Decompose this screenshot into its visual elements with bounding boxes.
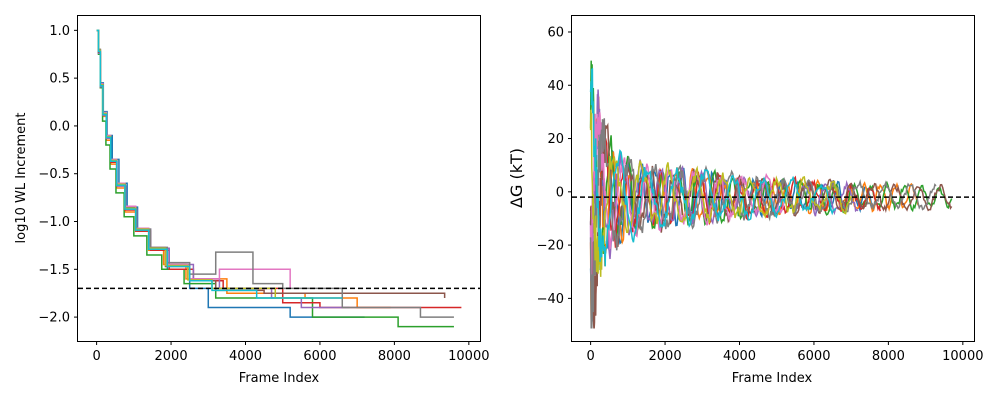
- y-tick-label: 60: [547, 25, 564, 40]
- y-tick-label: 1.0: [49, 24, 70, 39]
- y-tick-label: −40: [537, 292, 564, 307]
- left-plot-area: [78, 29, 480, 328]
- right-axes-frame: [571, 15, 975, 342]
- x-tick-label: 0: [586, 349, 594, 364]
- y-tick-label: −1.5: [38, 263, 70, 278]
- series-line: [96, 29, 343, 299]
- y-tick-label: 20: [547, 132, 564, 147]
- x-tick-label: 10000: [448, 349, 489, 364]
- right-series-group: [589, 60, 953, 329]
- x-tick-label: 8000: [872, 349, 905, 364]
- right-x-axis-label: Frame Index: [732, 371, 813, 386]
- right-x-ticks: 0 2000 4000 6000 8000 10000: [586, 341, 984, 364]
- left-series-group: [96, 29, 462, 328]
- right-chart: 0 2000 4000 6000 8000 10000 −40 −20 0 20 40 60 Fra…: [507, 15, 984, 386]
- series-line: [589, 112, 785, 284]
- x-tick-label: 8000: [378, 349, 411, 364]
- x-tick-label: 0: [92, 349, 100, 364]
- y-tick-label: −20: [537, 239, 564, 254]
- y-tick-label: −2.0: [38, 311, 70, 326]
- x-tick-label: 2000: [649, 349, 682, 364]
- x-tick-label: 6000: [303, 349, 336, 364]
- y-tick-label: −1.0: [38, 215, 70, 230]
- x-tick-label: 2000: [155, 349, 188, 364]
- right-y-ticks: −40 −20 0 20 40 60: [537, 25, 572, 307]
- x-tick-label: 6000: [797, 349, 830, 364]
- y-tick-label: 0: [556, 185, 564, 200]
- left-y-ticks: −2.0 −1.5 −1.0 −0.5 0.0 0.5 1.0: [38, 24, 78, 326]
- left-x-axis-label: Frame Index: [239, 371, 320, 386]
- left-y-axis-label: log10 WL Increment: [14, 113, 29, 244]
- x-tick-label: 4000: [723, 349, 756, 364]
- series-line: [589, 68, 837, 267]
- y-tick-label: 0.0: [49, 119, 70, 134]
- series-line: [589, 118, 937, 329]
- x-tick-label: 10000: [942, 349, 983, 364]
- x-tick-label: 4000: [229, 349, 262, 364]
- left-axes-frame: [77, 15, 481, 342]
- y-tick-label: −0.5: [38, 167, 70, 182]
- y-tick-label: 0.5: [49, 72, 70, 87]
- left-chart: 0 2000 4000 6000 8000 10000 −2.0 −1.5 −1.0 −0.5 0…: [14, 15, 490, 386]
- left-x-ticks: 0 2000 4000 6000 8000 10000: [92, 341, 490, 364]
- y-tick-label: 40: [547, 79, 564, 94]
- right-plot-area: [572, 60, 974, 329]
- right-y-axis-label: ΔG (kT): [507, 148, 526, 208]
